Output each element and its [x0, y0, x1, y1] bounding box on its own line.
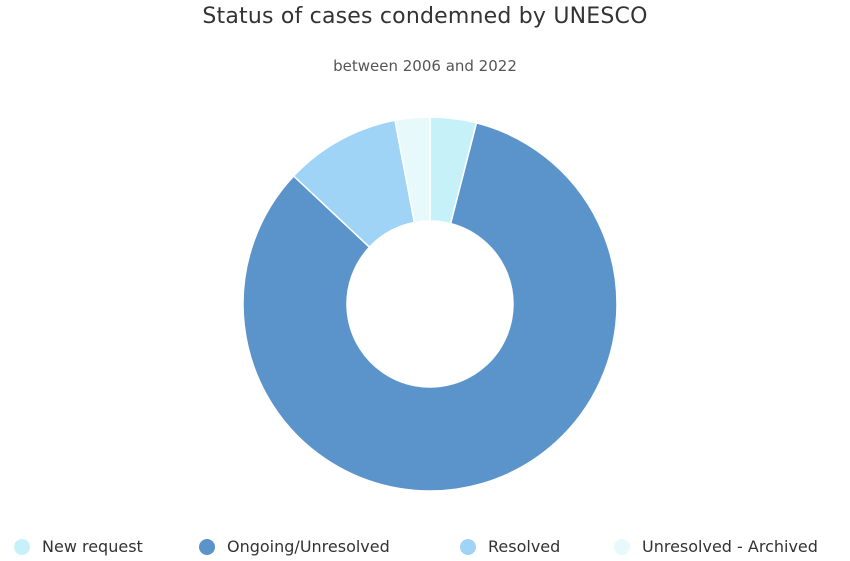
legend-item-resolved[interactable]: Resolved [460, 537, 560, 556]
legend-label-resolved: Resolved [488, 537, 561, 556]
chart-title: Status of cases condemned by UNESCO [202, 4, 648, 29]
legend-label-ongoing-unresolved: Ongoing/Unresolved [227, 537, 390, 556]
legend-swatch-new-request [14, 538, 30, 555]
legend-swatch-resolved [460, 538, 476, 555]
slice-unresolved-archived[interactable] [394, 116, 431, 224]
slice-ongoing-unresolved[interactable] [242, 121, 618, 492]
legend-swatch-ongoing-unresolved [199, 538, 215, 555]
legend-label-unresolved-archived: Unresolved - Archived [642, 537, 818, 556]
legend: New request Ongoing/Unresolved Resolved … [0, 533, 850, 561]
legend-swatch-unresolved-archived [614, 538, 630, 555]
legend-label-new-request: New request [42, 537, 143, 556]
chart-subtitle: between 2006 and 2022 [333, 57, 517, 75]
legend-item-unresolved-archived[interactable]: Unresolved - Archived [614, 537, 818, 556]
legend-item-new-request[interactable]: New request [14, 537, 143, 556]
legend-item-ongoing-unresolved[interactable]: Ongoing/Unresolved [199, 537, 390, 556]
